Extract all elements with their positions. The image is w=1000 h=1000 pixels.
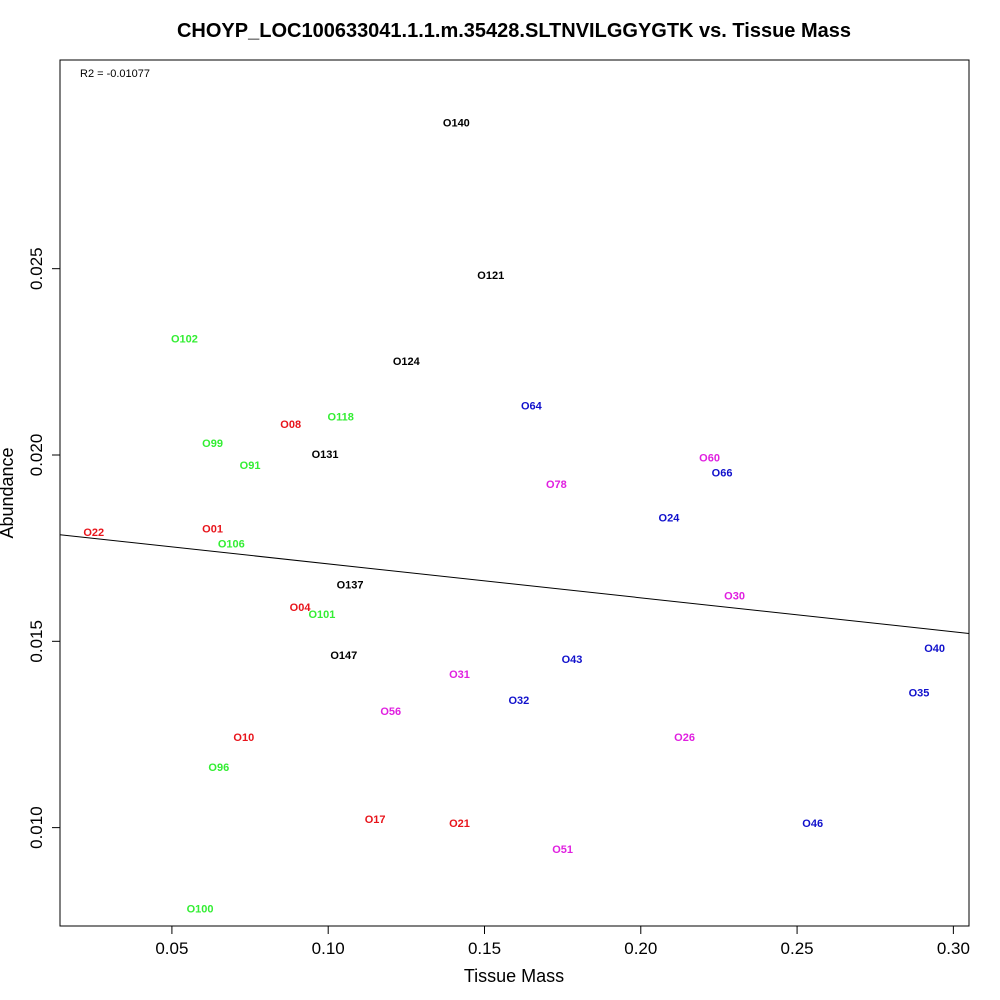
y-tick-label: 0.025 — [27, 247, 46, 290]
y-tick-label: 0.010 — [27, 806, 46, 849]
x-tick-label: 0.10 — [312, 939, 345, 958]
r2-annotation: R2 = -0.01077 — [80, 68, 150, 80]
y-axis-ticks: 0.010 0.015 0.020 0.025 — [27, 247, 60, 849]
point-label: O60 — [699, 453, 720, 465]
point-label: O102 — [171, 333, 198, 345]
point-label: O118 — [328, 412, 354, 424]
x-tick-label: 0.20 — [624, 939, 657, 958]
x-axis-ticks: 0.05 0.10 0.15 0.20 0.25 0.30 — [155, 926, 970, 958]
point-label: O137 — [337, 579, 364, 591]
x-tick-label: 0.25 — [781, 939, 814, 958]
point-label: O51 — [552, 844, 573, 856]
point-label: O66 — [712, 468, 733, 480]
y-tick-label: 0.015 — [27, 620, 46, 663]
data-points: O140 O121 O124 O131 O137 O147 O22 O08 O01 O04 O10 O… — [83, 117, 945, 915]
point-label: O46 — [802, 818, 823, 830]
point-label: O35 — [909, 687, 930, 699]
x-tick-label: 0.30 — [937, 939, 970, 958]
point-label: O31 — [449, 669, 470, 681]
x-axis-label: Tissue Mass — [464, 966, 564, 986]
regression-line — [59, 534, 970, 634]
point-label: O56 — [380, 706, 401, 718]
point-label: O01 — [202, 524, 223, 536]
point-label: O21 — [449, 818, 470, 830]
point-label: O10 — [233, 732, 254, 744]
point-label: O121 — [477, 270, 504, 282]
point-label: O78 — [546, 479, 567, 491]
point-label: O26 — [674, 732, 695, 744]
y-tick-label: 0.020 — [27, 434, 46, 477]
point-label: O22 — [83, 527, 104, 539]
x-tick-label: 0.05 — [155, 939, 188, 958]
point-label: O106 — [218, 538, 245, 550]
point-label: O124 — [393, 356, 421, 368]
x-tick-label: 0.15 — [468, 939, 501, 958]
point-label: O91 — [240, 460, 261, 472]
chart-title: CHOYP_LOC100633041.1.1.m.35428.SLTNVILGG… — [177, 20, 851, 42]
point-label: O101 — [308, 609, 335, 621]
point-label: O131 — [312, 449, 339, 461]
point-label: O43 — [562, 654, 583, 666]
point-label: O24 — [659, 512, 681, 524]
y-axis-label: Abundance — [0, 447, 17, 538]
point-label: O140 — [443, 117, 470, 129]
point-label: O30 — [724, 591, 745, 603]
regression-line-group — [59, 534, 970, 634]
point-label: O96 — [208, 762, 229, 774]
point-label: O32 — [508, 695, 529, 707]
point-label: O64 — [521, 401, 543, 413]
point-label: O99 — [202, 438, 223, 450]
point-label: O17 — [365, 814, 386, 826]
point-label: O04 — [290, 602, 312, 614]
point-label: O100 — [187, 904, 214, 916]
point-label: O147 — [330, 650, 357, 662]
point-label: O08 — [280, 419, 301, 431]
point-label: O40 — [924, 643, 945, 655]
plot-frame — [59, 59, 970, 927]
